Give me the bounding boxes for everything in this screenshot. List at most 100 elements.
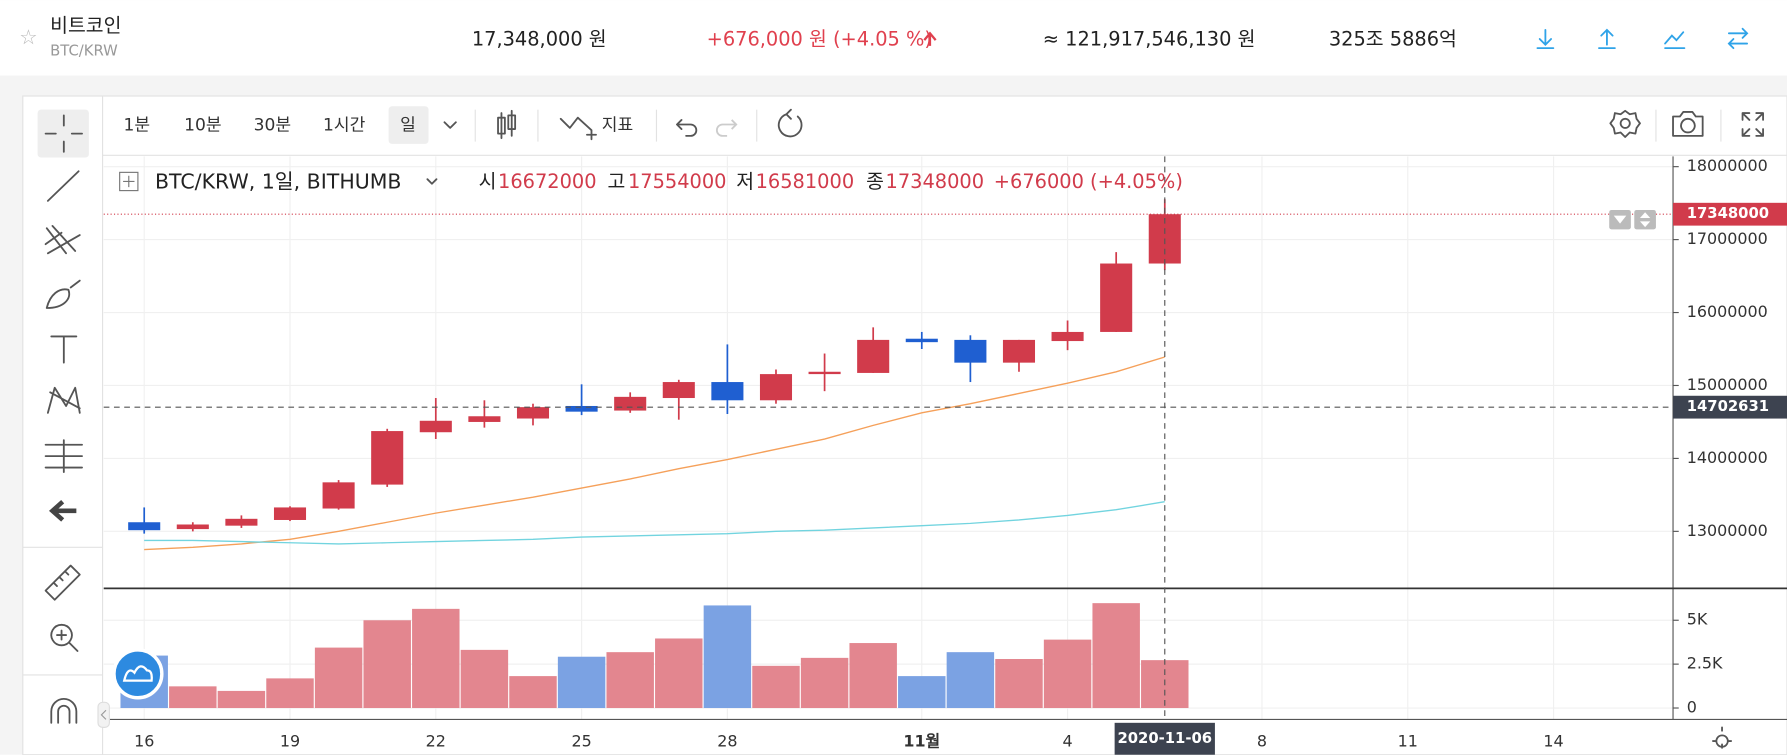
y-tick-label: 18000000 xyxy=(1687,156,1768,175)
hide-tools[interactable] xyxy=(48,500,77,522)
chart-icon[interactable] xyxy=(1664,31,1686,50)
interval-button[interactable]: 1시간 xyxy=(323,116,366,136)
candle-body xyxy=(322,482,355,509)
candle-body xyxy=(1002,339,1036,363)
indicator-button[interactable]: 지표 xyxy=(602,116,633,136)
current-price: 17,348,000 원 xyxy=(472,28,607,51)
candle-body xyxy=(954,339,987,363)
screenshot-icon[interactable] xyxy=(1672,111,1704,137)
deposit-icon[interactable] xyxy=(1536,28,1555,50)
volume-bar xyxy=(946,652,995,709)
volume-bar xyxy=(752,665,800,709)
moving-average-line xyxy=(144,356,1165,551)
indicator-icon[interactable] xyxy=(559,116,597,141)
volume-bar xyxy=(703,605,752,709)
volume-bar xyxy=(1043,639,1092,709)
last-price-label: 17348000 xyxy=(1687,205,1769,222)
header-bar xyxy=(0,0,1787,76)
y-tick-label: 14000000 xyxy=(1687,448,1768,467)
legend-low: 16581000 xyxy=(756,170,855,193)
candle-body xyxy=(176,524,209,530)
volume-bar xyxy=(363,620,411,709)
candle-body xyxy=(565,405,598,412)
brand-logo[interactable] xyxy=(112,648,164,700)
volume-bar xyxy=(412,608,460,709)
magnet-tool[interactable] xyxy=(50,697,78,724)
x-tick-label: 11월 xyxy=(903,732,940,751)
settings-icon[interactable] xyxy=(1609,109,1641,138)
scroll-handle[interactable] xyxy=(97,701,110,728)
measure-tool[interactable] xyxy=(44,439,83,474)
interval-button[interactable]: 10분 xyxy=(184,116,221,136)
y-tick-label: 15000000 xyxy=(1687,375,1768,394)
symbol-dropdown[interactable] xyxy=(426,178,438,185)
legend-high: 17554000 xyxy=(628,170,727,193)
volume-bar xyxy=(557,656,606,709)
interval-button[interactable]: 일 xyxy=(400,116,416,136)
candle-body xyxy=(468,416,501,422)
volume-bar xyxy=(314,647,363,709)
line-tool[interactable] xyxy=(46,170,80,202)
favorite-star[interactable]: ☆ xyxy=(19,25,37,49)
interval-dropdown[interactable] xyxy=(443,121,457,129)
candle-body xyxy=(711,382,744,401)
volume-bar xyxy=(898,676,946,709)
candle-body xyxy=(419,420,452,433)
y-tick-label: 2.5K xyxy=(1687,654,1723,673)
fullscreen-icon[interactable] xyxy=(1741,112,1764,137)
text-tool[interactable] xyxy=(50,335,78,364)
candle-body xyxy=(808,371,841,375)
legend-close-label: 종 xyxy=(866,170,884,193)
candle-body xyxy=(273,507,307,520)
candle-type-icon[interactable] xyxy=(497,109,517,140)
volume-bar xyxy=(509,676,557,709)
refresh-icon[interactable] xyxy=(777,108,803,138)
ruler-tool[interactable] xyxy=(44,564,81,601)
y-tick-label: 5K xyxy=(1687,610,1708,629)
candle-body xyxy=(1051,331,1084,342)
undo-icon[interactable] xyxy=(676,119,698,137)
candle-body xyxy=(662,382,695,399)
volume-bar xyxy=(217,690,266,709)
interval-button[interactable]: 1분 xyxy=(123,116,150,136)
redo-icon[interactable] xyxy=(716,119,738,137)
crosshair-date-label: 2020-11-06 xyxy=(1117,730,1212,747)
y-tick-label: 17000000 xyxy=(1687,229,1768,248)
legend-toggle-plus xyxy=(123,175,135,188)
volume-bar xyxy=(995,659,1043,709)
crosshair-tool[interactable] xyxy=(44,114,83,153)
x-tick-label: 25 xyxy=(571,732,591,751)
crosshair-date-box xyxy=(1114,722,1215,755)
brush-tool[interactable] xyxy=(45,279,81,309)
chart-container xyxy=(22,95,1787,755)
withdraw-icon[interactable] xyxy=(1598,28,1616,50)
moving-average-line xyxy=(144,501,1165,545)
swap-icon[interactable] xyxy=(1727,27,1749,50)
coin-name: 비트코인 xyxy=(50,14,121,37)
volume-bar xyxy=(1092,603,1140,709)
y-tick-label: 0 xyxy=(1687,698,1697,717)
legend-change: +676000 (+4.05%) xyxy=(994,170,1183,193)
interval-button[interactable]: 30분 xyxy=(254,116,291,136)
axis-settings[interactable] xyxy=(1712,726,1733,749)
left-toolbar xyxy=(22,109,103,724)
last-price-box xyxy=(1673,202,1787,226)
zoom-tool[interactable] xyxy=(50,623,79,652)
x-tick-label: 19 xyxy=(280,732,300,751)
candle-body xyxy=(128,522,161,531)
volume-bar xyxy=(169,686,217,709)
collapse-arrow xyxy=(1613,215,1627,224)
fib-tool[interactable] xyxy=(44,225,81,255)
pattern-tool[interactable] xyxy=(46,386,81,414)
scale-button[interactable] xyxy=(1634,209,1656,230)
x-tick-label: 16 xyxy=(134,732,154,751)
candle-body xyxy=(1100,263,1133,332)
legend-close: 17348000 xyxy=(886,170,985,193)
brand-badge xyxy=(97,648,1733,749)
legend-toggle[interactable] xyxy=(119,171,139,192)
volume-bar xyxy=(266,678,314,709)
crosshair-price-box xyxy=(1673,395,1787,419)
y-tick-label: 13000000 xyxy=(1687,521,1768,540)
